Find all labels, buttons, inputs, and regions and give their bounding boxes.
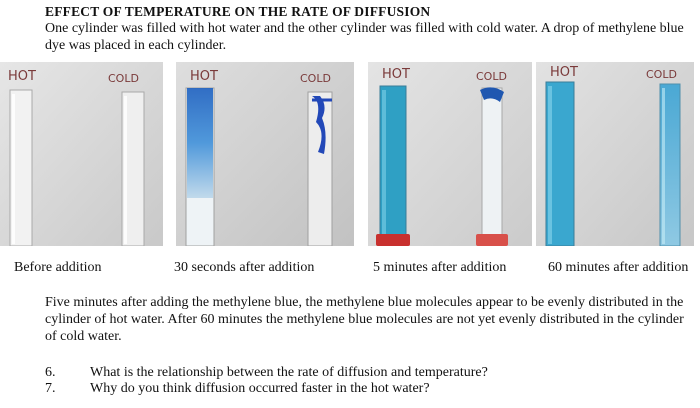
cold-label: COLD bbox=[108, 72, 139, 85]
caption-60-minutes: 60 minutes after addition bbox=[548, 260, 689, 275]
photo-30-seconds: HOT COLD bbox=[176, 62, 354, 246]
cold-cylinder bbox=[659, 83, 681, 246]
hot-label: HOT bbox=[8, 69, 36, 84]
question-number: 7. bbox=[45, 381, 56, 396]
photo-before-addition: HOT COLD bbox=[0, 62, 163, 246]
caption-5-minutes: 5 minutes after addition bbox=[373, 260, 507, 275]
hot-cylinder bbox=[9, 89, 33, 246]
cold-label: COLD bbox=[476, 70, 507, 83]
hot-cylinder bbox=[185, 87, 215, 246]
hot-cylinder bbox=[376, 85, 410, 246]
question-text: What is the relationship between the rat… bbox=[90, 365, 488, 380]
observation-paragraph: Five minutes after adding the methylene … bbox=[45, 295, 684, 344]
question-7: 7. Why do you think diffusion occurred fa… bbox=[45, 381, 430, 397]
question-6: 6. What is the relationship between the r… bbox=[45, 365, 488, 381]
cold-cylinder bbox=[476, 87, 508, 246]
hot-label: HOT bbox=[382, 67, 410, 82]
worksheet-title: EFFECT OF TEMPERATURE ON THE RATE OF DIF… bbox=[45, 4, 431, 19]
cold-cylinder bbox=[121, 91, 145, 246]
caption-30-seconds: 30 seconds after addition bbox=[174, 260, 315, 275]
question-number: 6. bbox=[45, 365, 56, 380]
hot-label: HOT bbox=[550, 65, 578, 80]
caption-before-addition: Before addition bbox=[14, 260, 102, 275]
hot-label: HOT bbox=[190, 69, 218, 84]
cold-label: COLD bbox=[300, 72, 331, 85]
question-text: Why do you think diffusion occurred fast… bbox=[90, 381, 430, 396]
intro-paragraph: One cylinder was filled with hot water a… bbox=[45, 21, 684, 53]
cold-label: COLD bbox=[646, 68, 677, 81]
photo-5-minutes: HOT COLD bbox=[368, 62, 532, 246]
hot-cylinder bbox=[545, 81, 575, 246]
photo-60-minutes: HOT COLD bbox=[536, 62, 694, 246]
cold-cylinder bbox=[307, 91, 333, 246]
